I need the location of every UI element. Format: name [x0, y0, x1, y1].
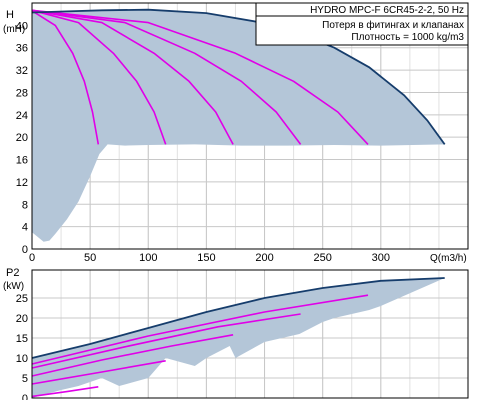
head-chart: 0 50 100 150 200 250 300 0 4 8 12 16 20 24 28 32 36 40 H…	[3, 2, 469, 264]
flow-axis-label: Q(m3/h)	[430, 253, 467, 264]
power-plot-frame	[31, 269, 469, 399]
x-tick-label: 0	[29, 252, 35, 264]
power-operating-area	[32, 278, 445, 398]
info-box: HYDRO MPC-F 6CR45-2-2, 50 Hz Потеря в фи…	[255, 2, 469, 46]
power-speed-curves	[31, 294, 369, 398]
y-tick-label: 20	[16, 313, 28, 325]
x-tick-label: 300	[372, 252, 390, 264]
head-axis-label: H	[6, 9, 14, 21]
speed-curve-3	[31, 9, 234, 145]
density-label: Плотность = 1000 kg/m3	[351, 32, 464, 43]
y-tick-label: 0	[22, 393, 28, 400]
y-tick-label: 0	[22, 244, 28, 256]
x-tick-label: 100	[139, 252, 157, 264]
y-tick-label: 40	[16, 20, 28, 32]
y-tick-label: 16	[16, 155, 28, 167]
y-tick-label: 24	[16, 110, 28, 122]
y-tick-label: 20	[16, 132, 28, 144]
head-operating-area	[32, 9, 445, 242]
speed-curve-3	[31, 334, 234, 377]
speed-curve-1	[31, 10, 100, 145]
info-box-frame	[255, 2, 469, 46]
y-tick-label: 32	[16, 65, 28, 77]
head-y-ticks: 0 4 8 12 16 20 24 28 32 36 40	[16, 20, 28, 256]
speed-curve-1	[31, 386, 99, 398]
fitting-loss-label: Потеря в фитингах и клапанах	[322, 19, 464, 31]
y-tick-label: 12	[16, 177, 28, 189]
head-speed-curves	[31, 9, 369, 145]
head-plot-frame	[31, 2, 469, 250]
speed-curve-4	[31, 9, 302, 145]
head-x-ticks: 0 50 100 150 200 250 300	[29, 252, 390, 264]
speed-curve-2	[31, 9, 167, 145]
y-tick-label: 5	[22, 373, 28, 385]
x-tick-label: 150	[197, 252, 215, 264]
x-tick-label: 250	[313, 252, 331, 264]
head-axis-unit: (mH)	[3, 24, 25, 35]
y-tick-label: 36	[16, 43, 28, 55]
speed-curve-5	[31, 9, 369, 145]
power-max-envelope	[31, 277, 445, 359]
y-tick-label: 15	[16, 333, 28, 345]
y-tick-label: 8	[22, 199, 28, 211]
y-tick-label: 28	[16, 87, 28, 99]
pump-model-label: HYDRO MPC-F 6CR45-2-2, 50 Hz	[310, 5, 464, 16]
power-axis-label: P2	[6, 267, 19, 279]
y-tick-label: 4	[22, 222, 28, 234]
speed-curve-4	[31, 313, 301, 369]
power-axis-unit: (kW)	[3, 281, 24, 292]
x-tick-label: 50	[84, 252, 96, 264]
x-tick-label: 200	[255, 252, 273, 264]
y-tick-label: 10	[16, 353, 28, 365]
speed-curve-2	[31, 360, 166, 385]
speed-curve-5	[31, 294, 369, 365]
power-y-ticks: 0 5 10 15 20 25	[16, 293, 28, 400]
y-tick-label: 25	[16, 293, 28, 305]
